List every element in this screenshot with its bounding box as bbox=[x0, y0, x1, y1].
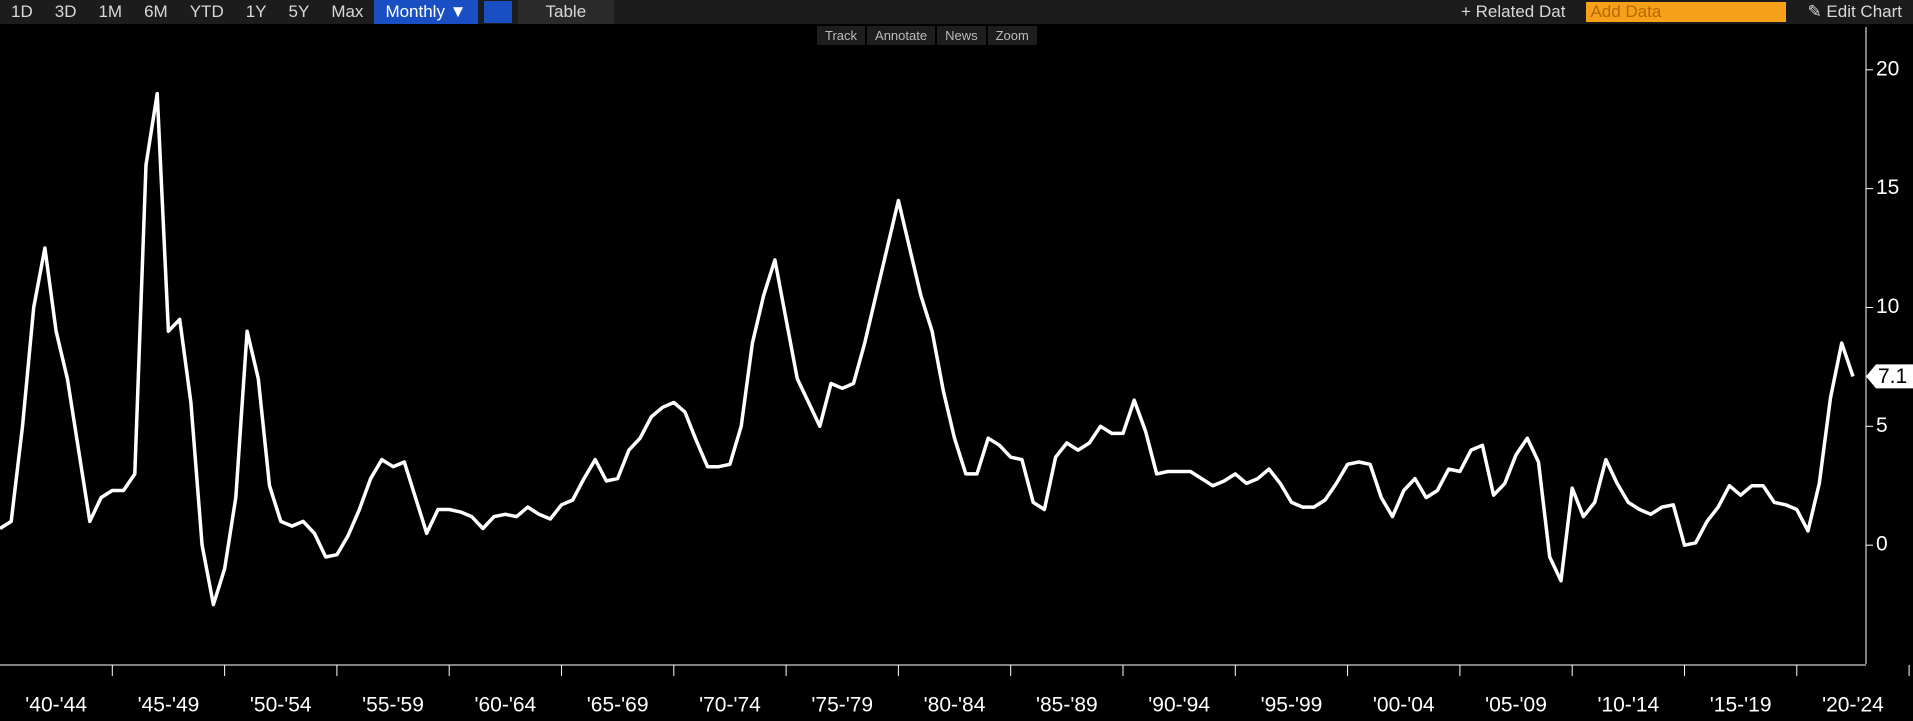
tool-button[interactable]: Annotate bbox=[867, 26, 936, 45]
tool-button[interactable]: Zoom bbox=[987, 26, 1037, 45]
y-tick-label: 5 bbox=[1876, 414, 1888, 437]
range-button[interactable]: 6M bbox=[144, 2, 168, 21]
range-button[interactable]: 5Y bbox=[288, 2, 310, 21]
x-tick-label: '00-'04 bbox=[1373, 694, 1435, 717]
x-tick-label: '85-'89 bbox=[1036, 694, 1098, 717]
line-series bbox=[0, 91, 1855, 607]
chart-tools: Track Annotate News Zoom bbox=[817, 26, 1039, 45]
range-buttons: 1D 3D 1M 6M YTD 1Y 5Y Max bbox=[0, 0, 374, 24]
range-button[interactable]: 1D bbox=[11, 2, 33, 21]
tool-button[interactable]: News bbox=[937, 26, 986, 45]
x-tick-label: '10-'14 bbox=[1597, 694, 1659, 717]
x-tick-label: '90-'94 bbox=[1148, 694, 1210, 717]
x-tick-label: '65-'69 bbox=[587, 694, 649, 717]
y-tick-label: 0 bbox=[1876, 533, 1888, 556]
x-tick-label: '70-'74 bbox=[699, 694, 761, 717]
range-button[interactable]: 1M bbox=[98, 2, 123, 21]
table-button[interactable]: Table bbox=[517, 0, 615, 24]
range-button[interactable]: Max bbox=[331, 2, 364, 21]
range-button[interactable]: 1Y bbox=[245, 2, 267, 21]
range-button[interactable]: 3D bbox=[54, 2, 77, 21]
edit-chart[interactable]: ✎ Edit Chart bbox=[1807, 2, 1902, 21]
last-value-label: 7.1 bbox=[1878, 365, 1907, 388]
x-tick-label: '60-'64 bbox=[474, 694, 536, 717]
toolbar-right: + Related Dat Add Data ✎ Edit Chart bbox=[1450, 0, 1913, 24]
last-value-flag bbox=[1866, 364, 1913, 389]
x-tick-label: '55-'59 bbox=[362, 694, 424, 717]
x-tick-label: '50-'54 bbox=[250, 694, 312, 717]
tool-button[interactable]: Track bbox=[817, 26, 866, 45]
frequency-button[interactable]: Monthly ▼ bbox=[374, 0, 478, 24]
y-tick-label: 20 bbox=[1876, 57, 1899, 80]
x-tick-label: '40-'44 bbox=[25, 694, 87, 717]
range-button[interactable]: YTD bbox=[189, 2, 224, 21]
x-tick-label: '80-'84 bbox=[924, 694, 986, 717]
x-tick-label: '45-'49 bbox=[138, 694, 200, 717]
x-tick-label: '75-'79 bbox=[811, 694, 873, 717]
related-data[interactable]: + Related Dat bbox=[1461, 2, 1566, 21]
x-tick-label: '05-'09 bbox=[1485, 694, 1547, 717]
chart-icon[interactable] bbox=[483, 1, 512, 23]
y-tick-label: 15 bbox=[1876, 176, 1899, 199]
toolbar: 1D 3D 1M 6M YTD 1Y 5Y Max Monthly ▼ Table + Rel… bbox=[0, 0, 1913, 24]
x-tick-label: '95-'99 bbox=[1261, 694, 1323, 717]
x-tick-label: '15-'19 bbox=[1710, 694, 1772, 717]
add-data-input[interactable]: Add Data bbox=[1586, 2, 1787, 22]
y-tick-label: 10 bbox=[1876, 295, 1899, 318]
x-tick-label: '20-'24 bbox=[1822, 694, 1884, 717]
